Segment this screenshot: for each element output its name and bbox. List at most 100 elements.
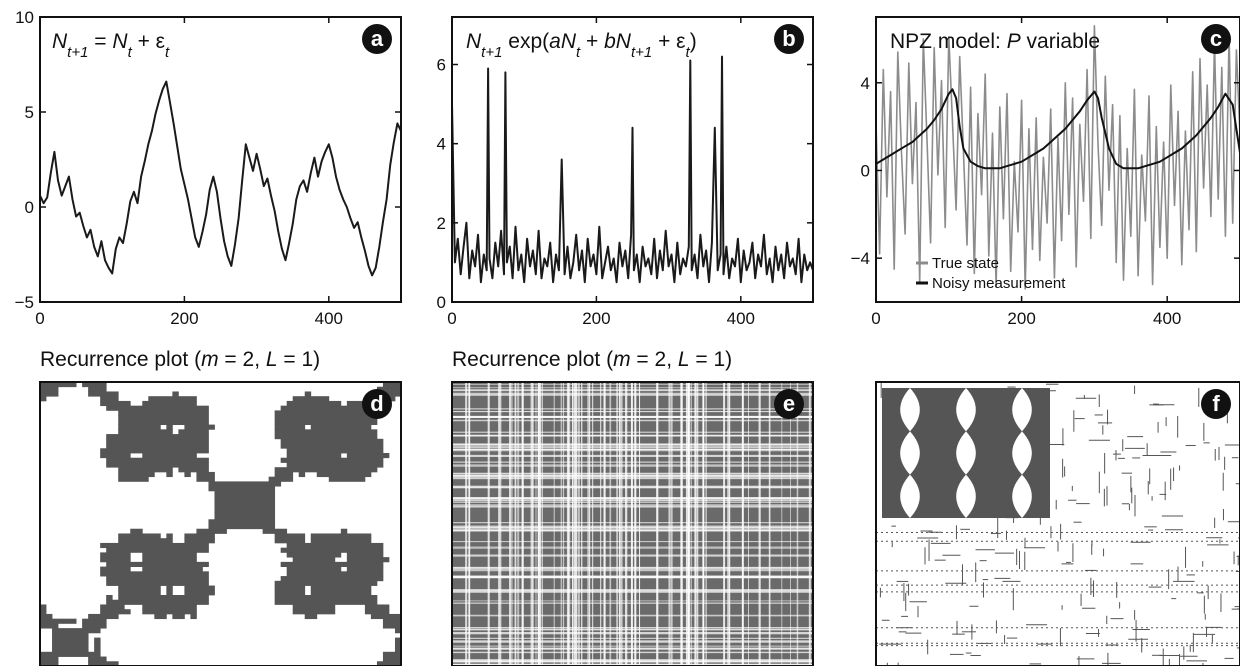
panel-badge-f [1201, 389, 1231, 419]
recurrence-block [292, 604, 336, 610]
recurrence-block [178, 429, 209, 435]
recurrence-block [52, 642, 89, 648]
panel-badge-b [774, 24, 804, 54]
inset-lens [956, 474, 976, 518]
x-tick-label: 0 [35, 309, 44, 328]
recurrence-block [286, 571, 384, 577]
recurrence-block [214, 490, 276, 496]
recurrence-block [274, 424, 306, 430]
recurrence-block [286, 552, 342, 558]
panel-badge-letter: b [782, 26, 795, 51]
recurrence-block [106, 576, 209, 582]
recurrence-block [214, 505, 276, 511]
title-part: bN [604, 30, 632, 53]
title-part: t [686, 44, 691, 61]
recurrence-block [94, 647, 101, 653]
recurrence-block [40, 661, 59, 666]
series-line-a-0 [40, 80, 401, 277]
title-part: variable [1021, 30, 1100, 53]
recurrence-block [184, 471, 191, 478]
plot-frame [39, 381, 402, 666]
recurrence-block [310, 424, 372, 430]
recurrence-block [52, 647, 89, 653]
recurrence-block [40, 613, 53, 620]
recurrence-block [274, 533, 306, 539]
recurrence-block [106, 443, 209, 449]
recurrence-block [94, 642, 101, 648]
recurrence-block [88, 391, 119, 397]
recurrence-block [40, 651, 101, 657]
recurrence-block [286, 462, 384, 468]
panel-badge-d [362, 389, 392, 419]
recurrence-block [88, 386, 107, 392]
recurrence-block [40, 604, 47, 610]
recurrence-block [52, 628, 101, 634]
recurrence-block [370, 613, 401, 620]
recurrence-block [100, 566, 131, 572]
x-tick-label: 0 [871, 309, 880, 328]
title-part: t+1 [631, 44, 652, 61]
recurrence-block [106, 457, 209, 463]
panel-title-b: Nt+1 exp(aNt + bNt+1 + εt) [466, 30, 697, 61]
inset-lens [956, 431, 976, 475]
series-line-c-0 [876, 24, 1240, 290]
recurrence-block [100, 453, 131, 459]
recurrence-block [394, 628, 401, 634]
recurrence-block [142, 453, 197, 459]
recurrence-block [310, 585, 372, 591]
recurrence-block [40, 396, 47, 402]
recurrence-block [178, 467, 209, 473]
recurrence-block [100, 571, 209, 577]
recurrence-block [184, 538, 215, 544]
plot-frame [451, 381, 814, 666]
recurrence-block [106, 599, 209, 605]
recurrence-block [382, 656, 401, 662]
recurrence-block [100, 542, 209, 549]
recurrence-block [304, 613, 318, 620]
recurrence-block [346, 566, 384, 572]
title-part: t+1 [67, 44, 88, 61]
recurrence-block [184, 533, 215, 539]
recurrence-block [340, 528, 348, 534]
recurrence-block [118, 595, 209, 601]
title-part: Recurrence plot ( [452, 348, 613, 371]
series-line-c-1 [876, 88, 1240, 170]
recurrence-block [382, 623, 401, 629]
recurrence-block [184, 424, 215, 430]
recurrence-block [166, 533, 173, 539]
recurrence-block [142, 552, 197, 558]
recurrence-block [346, 557, 390, 563]
recurrence-block [106, 438, 209, 444]
recurrence-block [100, 448, 209, 454]
recurrence-block [364, 604, 390, 610]
chart-panel-f: f [875, 381, 1240, 666]
y-tick-label: 5 [25, 103, 34, 122]
recurrence-block [280, 405, 384, 411]
recurrence-block [310, 538, 372, 544]
recurrence-block [106, 595, 113, 601]
recurrence-block [208, 486, 276, 492]
recurrence-block [274, 471, 294, 478]
recurrence-block [106, 434, 209, 440]
panel-badge-letter: e [783, 391, 795, 416]
title-part: + ε [132, 30, 165, 53]
title-part: L [266, 348, 278, 371]
title-part: N [52, 30, 68, 53]
recurrence-block [142, 400, 197, 407]
recurrence-block [208, 524, 276, 530]
title-part: = 1) [278, 348, 321, 371]
y-tick-label: 0 [861, 161, 870, 180]
recurrence-block [148, 396, 197, 402]
title-part: N [466, 30, 482, 53]
recurrence-block [88, 613, 119, 620]
recurrence-block [274, 580, 378, 586]
recurrence-block [274, 599, 378, 605]
recurrence-block [298, 471, 306, 478]
recurrence-block [274, 538, 306, 544]
panel-badge-e [774, 389, 804, 419]
recurrence-block [118, 424, 161, 430]
recurrence-block [274, 419, 378, 425]
recurrence-block [328, 476, 366, 482]
recurrence-block [166, 471, 173, 478]
